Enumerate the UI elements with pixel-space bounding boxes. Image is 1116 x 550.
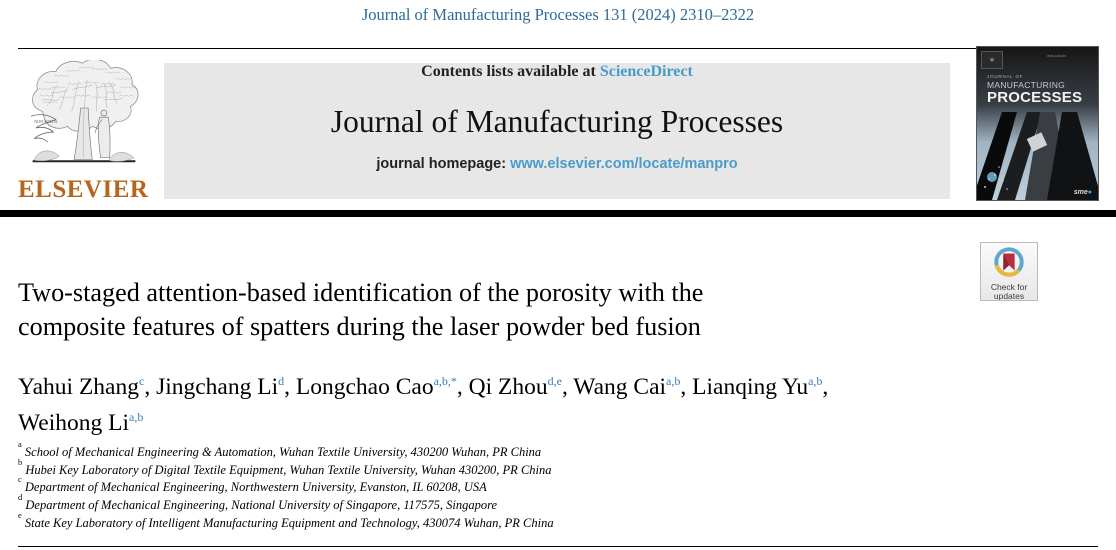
svg-text:NON SOLUS: NON SOLUS [34, 119, 58, 124]
